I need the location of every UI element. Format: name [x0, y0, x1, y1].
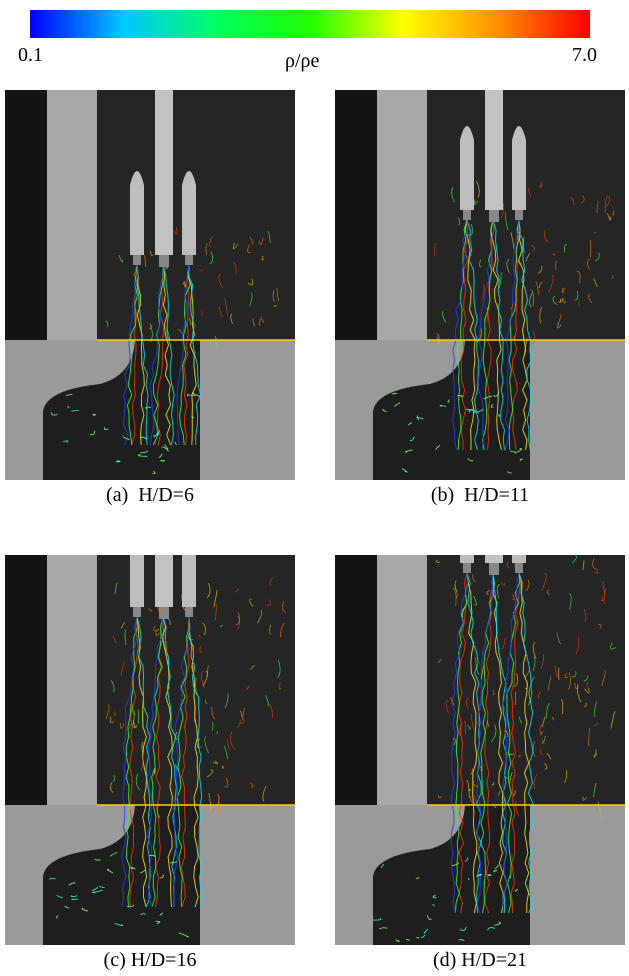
simulation-image: [335, 90, 625, 480]
booster: [460, 555, 474, 563]
colorbar-min: 0.1: [18, 44, 43, 67]
core-stage: [155, 90, 173, 255]
colorbar-label: ρ/ρe: [285, 50, 319, 73]
simulation-image: [5, 90, 295, 480]
nozzle: [133, 607, 141, 617]
simulation-image: [335, 555, 625, 945]
booster: [130, 185, 144, 255]
caption: (c) H/D=16: [5, 949, 295, 972]
caption: (d) H/D=21: [335, 949, 625, 972]
booster: [182, 185, 196, 255]
nozzle: [489, 210, 499, 222]
wall: [335, 555, 377, 805]
nozzle: [515, 563, 523, 573]
core-stage: [485, 90, 503, 210]
contour: [274, 306, 276, 307]
nozzle: [159, 607, 169, 619]
caption: (b) H/D=11: [335, 484, 625, 507]
booster: [182, 555, 196, 607]
nozzle: [463, 210, 471, 220]
wall: [5, 90, 47, 340]
core-stage: [155, 555, 173, 607]
wall: [335, 90, 377, 340]
nozzle: [185, 255, 193, 265]
caption: (a) H/D=6: [5, 484, 295, 507]
booster: [512, 555, 526, 563]
nozzle: [463, 563, 471, 573]
tower: [377, 555, 427, 805]
booster: [460, 140, 474, 210]
booster: [512, 140, 526, 210]
nozzle: [489, 563, 499, 575]
nozzle: [159, 255, 169, 267]
tower: [47, 555, 97, 805]
simulation-image: [5, 555, 295, 945]
page: {"colorbar": {"min": "0.1", "max": "7.0"…: [0, 0, 629, 976]
colorbar: [30, 10, 590, 38]
tower: [377, 90, 427, 340]
nozzle: [133, 255, 141, 265]
wall: [5, 555, 47, 805]
colorbar-max: 7.0: [572, 44, 597, 67]
booster: [130, 555, 144, 607]
tower: [47, 90, 97, 340]
nozzle: [185, 607, 193, 617]
core-stage: [485, 555, 503, 563]
nozzle: [515, 210, 523, 220]
